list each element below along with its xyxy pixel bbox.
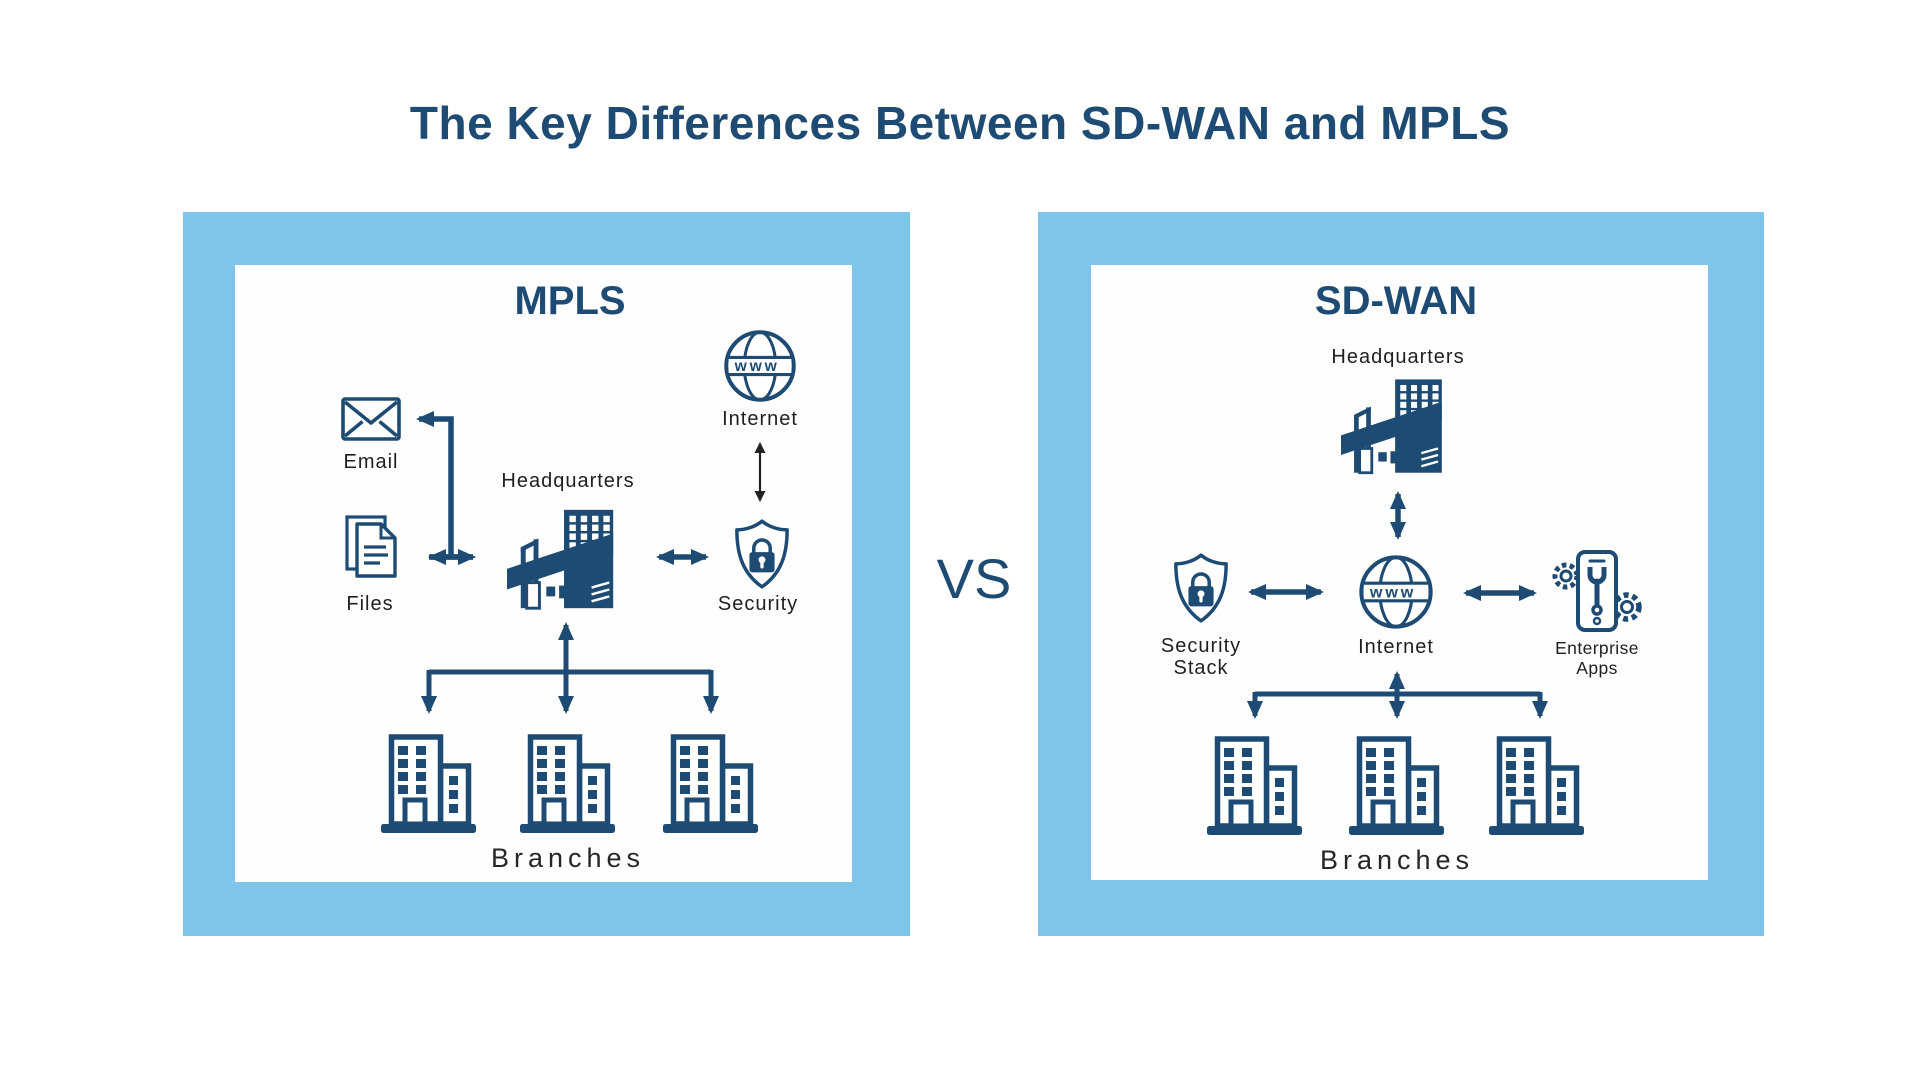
globe-www-text: www bbox=[734, 358, 780, 375]
mpls-security-label: Security bbox=[717, 593, 799, 615]
mpls-internet-label: Internet bbox=[722, 408, 798, 430]
vs-label: VS bbox=[936, 547, 1012, 610]
mpls-headquarters-label: Headquarters bbox=[501, 470, 635, 492]
sdwan-panel-inner: SD-WAN Headquarters bbox=[1091, 265, 1708, 880]
sdwan-headquarters-label: Headquarters bbox=[1331, 346, 1465, 368]
headquarters-building-icon bbox=[1341, 377, 1453, 477]
security-stack-shield-icon bbox=[1172, 552, 1230, 624]
sdwan-connectors bbox=[1247, 491, 1548, 719]
files-label: Files bbox=[346, 593, 394, 615]
mpls-panel-inner: MPLS Email Files bbox=[235, 265, 852, 882]
sdwan-internet-label: Internet bbox=[1358, 636, 1434, 658]
files-icon bbox=[344, 514, 400, 578]
headquarters-building-icon bbox=[507, 507, 625, 613]
mpls-connectors bbox=[416, 411, 766, 714]
wrench-icon bbox=[1587, 567, 1607, 616]
globe-www-text: www bbox=[1369, 583, 1416, 601]
page-title: The Key Differences Between SD-WAN and M… bbox=[409, 97, 1511, 149]
sdwan-title: SD-WAN bbox=[1314, 279, 1478, 323]
gear-icon bbox=[1552, 562, 1580, 590]
email-icon bbox=[341, 397, 401, 441]
internet-globe-icon: www bbox=[722, 328, 798, 404]
branch-building-icon bbox=[663, 729, 760, 834]
security-stack-label: Security Stack bbox=[1160, 635, 1242, 679]
branch-building-icon bbox=[1349, 731, 1446, 836]
branch-building-icon bbox=[1489, 731, 1586, 836]
gear-icon bbox=[1612, 592, 1642, 622]
sdwan-branches-label: Branches bbox=[1319, 845, 1475, 875]
branch-building-icon bbox=[381, 729, 478, 834]
enterprise-apps-label: Enterprise Apps bbox=[1555, 638, 1639, 678]
security-shield-icon bbox=[733, 519, 791, 589]
mpls-branches-label: Branches bbox=[490, 843, 646, 873]
branch-building-icon bbox=[520, 729, 617, 834]
internet-globe-icon: www bbox=[1357, 553, 1435, 631]
enterprise-apps-icon bbox=[1551, 549, 1643, 637]
branch-building-icon bbox=[1207, 731, 1304, 836]
mpls-panel: MPLS Email Files bbox=[183, 212, 910, 936]
sdwan-panel: SD-WAN Headquarters bbox=[1038, 212, 1764, 936]
email-label: Email bbox=[343, 451, 399, 473]
arrow-hq-to-email bbox=[416, 411, 454, 557]
mpls-title: MPLS bbox=[514, 279, 626, 323]
